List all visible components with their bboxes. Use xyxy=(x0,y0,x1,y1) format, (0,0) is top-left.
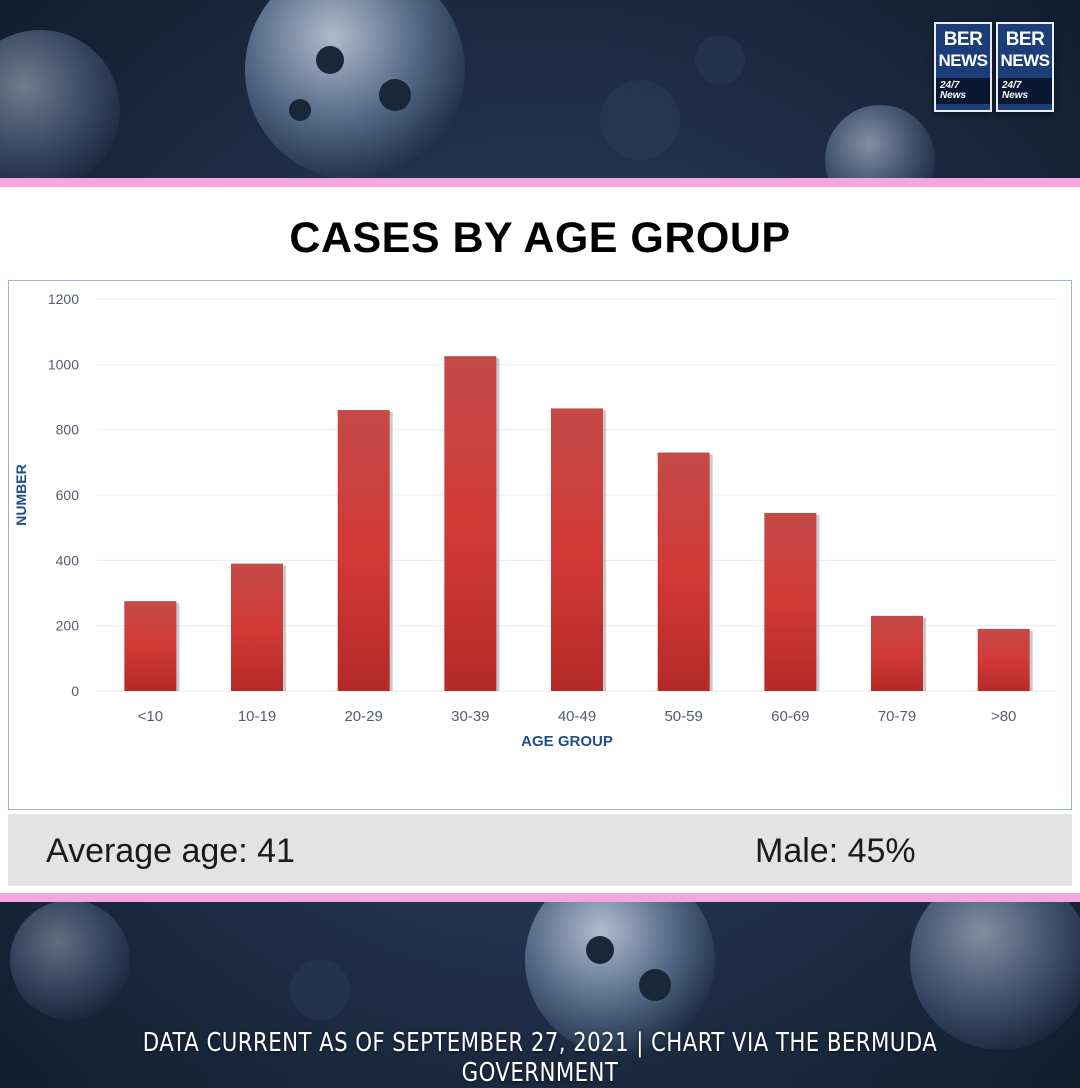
logo-text-news: NEWS xyxy=(938,51,989,70)
bernews-logo: BER NEWS 24/7 News BER NEWS 24/7 News xyxy=(934,22,1054,112)
bar xyxy=(764,512,817,691)
bar xyxy=(977,628,1030,691)
logo-unit-right: BER NEWS 24/7 News xyxy=(996,22,1054,112)
y-axis-title: NUMBER xyxy=(13,464,29,525)
x-tick-label: 60-69 xyxy=(771,708,809,725)
bar xyxy=(124,601,177,691)
bar-chart: 0 200 400 600 800 1000 1200 <10 10-19 20-29 30-39 4… xyxy=(13,291,1057,750)
bar xyxy=(871,615,923,691)
x-axis-title: AGE GROUP xyxy=(521,733,613,750)
bar xyxy=(657,452,710,691)
average-age-stat: Average age: 41 xyxy=(46,832,295,870)
chart-frame: 0 200 400 600 800 1000 1200 <10 10-19 20-29 30-39 4… xyxy=(8,280,1072,810)
y-tick-label: 1200 xyxy=(48,291,79,307)
x-tick-label: 20-29 xyxy=(344,708,382,725)
x-tick-label: 70-79 xyxy=(878,708,916,725)
x-tick-label: 50-59 xyxy=(664,708,702,725)
bar xyxy=(337,410,390,691)
male-percentage-stat: Male: 45% xyxy=(755,832,916,870)
logo-text-247: 24/7 News xyxy=(998,78,1052,104)
x-tick-label: >80 xyxy=(991,708,1016,725)
x-tick-label: 10-19 xyxy=(238,708,276,725)
logo-unit-left: BER NEWS 24/7 News xyxy=(934,22,992,112)
logo-text-247: 24/7 News xyxy=(936,78,990,104)
bar xyxy=(444,356,497,691)
y-tick-label: 800 xyxy=(56,422,80,438)
x-tick-label: 30-39 xyxy=(451,708,489,725)
logo-text-ber: BER xyxy=(943,29,983,50)
y-tick-label: 0 xyxy=(71,683,79,699)
x-tick-label: 40-49 xyxy=(558,708,596,725)
stats-bar: Average age: 41 Male: 45% xyxy=(8,814,1072,886)
logo-text-news: NEWS xyxy=(1000,51,1051,70)
y-tick-label: 600 xyxy=(56,487,80,503)
x-tick-label: <10 xyxy=(138,708,163,725)
chart-title: CASES BY AGE GROUP xyxy=(289,214,791,262)
y-tick-label: 400 xyxy=(56,552,80,568)
logo-text-ber: BER xyxy=(1005,29,1045,50)
bar xyxy=(551,408,603,691)
y-tick-label: 1000 xyxy=(48,356,79,372)
source-footer: DATA CURRENT AS OF SEPTEMBER 27, 2021 | … xyxy=(142,1028,938,1088)
y-tick-label: 200 xyxy=(56,618,80,634)
bar xyxy=(231,563,283,691)
